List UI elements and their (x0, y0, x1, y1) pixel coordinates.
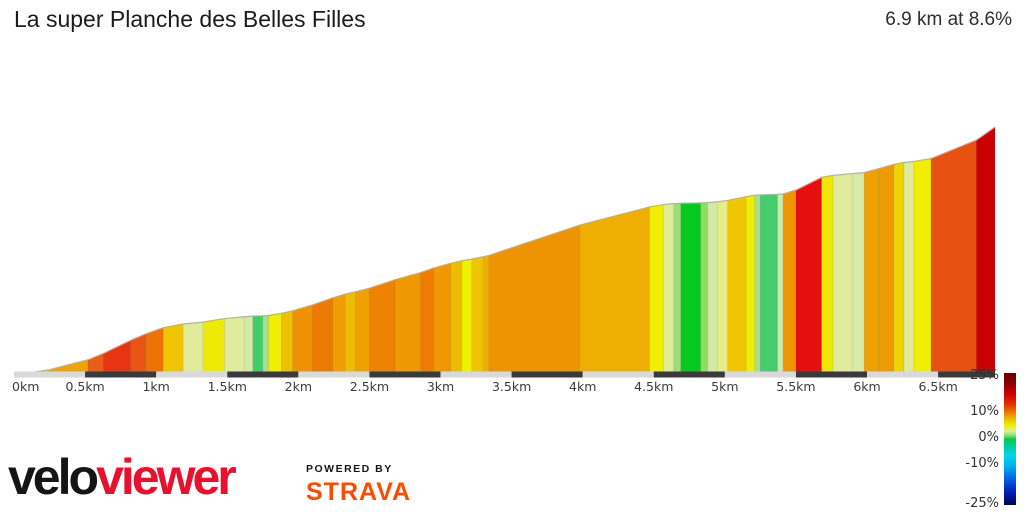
x-tick-label: 1.5km (208, 379, 247, 394)
gradient-segment (202, 318, 225, 376)
gradient-segment (280, 310, 293, 376)
gradient-segment (103, 339, 131, 376)
distance-scale-bar (653, 371, 725, 378)
gradient-segment (344, 291, 356, 376)
gradient-segment (795, 176, 822, 376)
climb-summary: 6.9 km at 8.6% (885, 9, 1012, 30)
gradient-segment (162, 323, 184, 376)
legend-tick-label: -25% (965, 496, 999, 511)
gradient-segment (244, 315, 254, 376)
x-tick-label: 4.5km (634, 379, 673, 394)
gradient-segment (579, 206, 650, 376)
distance-scale-bar (440, 371, 512, 378)
gradient-segment (332, 293, 346, 376)
x-tick-label: 4km (569, 379, 596, 394)
gradient-segment (717, 200, 729, 376)
distance-scale-bar (867, 371, 939, 378)
gradient-segment (312, 297, 333, 376)
x-tick-label: 6km (853, 379, 880, 394)
gradient-segment (224, 316, 245, 376)
x-tick-label: 2.5km (350, 379, 389, 394)
distance-scale-bar (795, 371, 868, 378)
gradient-segment (450, 260, 463, 376)
strava-logo: STRAVA (306, 478, 412, 506)
gradient-segment (976, 126, 996, 376)
gradient-segment (821, 175, 834, 376)
gradient-segment (182, 321, 204, 376)
gradient-segment (420, 267, 434, 376)
distance-scale-bar (14, 371, 86, 378)
x-tick-label: 0.5km (65, 379, 104, 394)
gradient-segment (252, 315, 264, 376)
gradient-segment (893, 162, 905, 376)
gradient-segment (913, 158, 932, 376)
gradient-segment (354, 287, 370, 376)
gradient-segment (461, 258, 473, 376)
gradient-segment (832, 173, 854, 376)
gradient-segment (488, 224, 581, 376)
gradient-segment (754, 194, 761, 376)
powered-by-label: POWERED BY (306, 463, 393, 475)
gradient-segment (145, 327, 164, 376)
gradient-segment (680, 202, 702, 376)
gradient-segment (903, 161, 915, 376)
gradient-segment (760, 194, 778, 376)
distance-scale-bar (582, 371, 654, 378)
distance-scale-bar (938, 371, 995, 378)
gradient-segment (471, 256, 484, 376)
gradient-segment (777, 193, 784, 376)
profile-top-outline (13, 126, 996, 376)
legend-tick-label: 25% (970, 368, 999, 383)
distance-scale-bar (227, 371, 299, 378)
gradient-segment (930, 139, 977, 376)
x-tick-label: 3.5km (492, 379, 531, 394)
gradient-segment (262, 315, 269, 376)
veloviewer-logo-velo: velo (8, 449, 99, 505)
gradient-segment (649, 204, 665, 376)
gradient-segment (394, 272, 421, 376)
x-tick-label: 3km (427, 379, 454, 394)
legend-tick-label: 10% (970, 404, 999, 419)
gradient-segment (700, 202, 709, 376)
gradient-segment (673, 202, 682, 376)
gradient-segment (707, 201, 719, 376)
gradient-segment (878, 163, 895, 376)
veloviewer-logo[interactable]: veloviewer (8, 449, 237, 505)
gradient-segment (663, 203, 674, 376)
distance-scale-bar (369, 371, 441, 378)
gradient-legend-bar (1004, 373, 1016, 505)
legend-tick-label: 0% (978, 430, 999, 445)
x-tick-label: 6.5km (918, 379, 957, 394)
gradient-segment (727, 196, 747, 376)
x-tick-label: 1km (142, 379, 169, 394)
gradient-segment (863, 168, 879, 376)
gradient-segment (268, 312, 282, 376)
distance-scale-bar (85, 371, 157, 378)
page-title: La super Planche des Belles Filles (14, 6, 366, 32)
gradient-segment (369, 279, 396, 376)
gradient-segment (852, 172, 865, 376)
veloviewer-logo-viewer: viewer (96, 449, 237, 505)
distance-scale-bar (511, 371, 583, 378)
x-tick-label: 5km (711, 379, 738, 394)
distance-scale-bar (298, 371, 370, 378)
strava-attribution[interactable]: POWERED BY STRAVA (306, 463, 411, 507)
x-tick-label: 2km (285, 379, 312, 394)
x-tick-label: 5.5km (776, 379, 815, 394)
legend-tick-label: -10% (965, 456, 999, 471)
distance-scale-bar (724, 371, 796, 378)
gradient-segment (482, 255, 490, 376)
gradient-segment (745, 194, 756, 376)
x-tick-label: 0km (12, 379, 39, 394)
gradient-segment (292, 304, 313, 376)
gradient-segment (782, 189, 797, 376)
gradient-segment (433, 262, 451, 376)
distance-scale-bar (156, 371, 228, 378)
